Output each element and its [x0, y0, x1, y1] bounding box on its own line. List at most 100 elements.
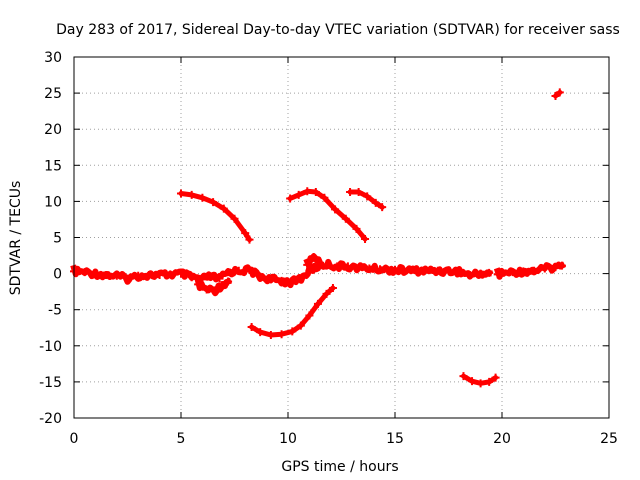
data-point [224, 268, 233, 277]
data-point [313, 299, 322, 308]
data-point [241, 229, 250, 238]
data-point [144, 271, 153, 280]
series-outlier [551, 88, 564, 100]
data-point [303, 260, 312, 269]
data-point [219, 204, 228, 213]
data-point [491, 373, 500, 382]
data-point [476, 379, 485, 388]
series-line [493, 261, 566, 280]
data-point [468, 377, 477, 386]
plot-frame [73, 56, 610, 419]
data-point [391, 265, 399, 274]
data-point [540, 264, 549, 273]
data-point [134, 271, 143, 280]
data-point [177, 269, 185, 278]
data-point [309, 252, 318, 261]
data-point [286, 194, 295, 203]
data-point [333, 262, 342, 271]
data-point [555, 88, 564, 97]
data-point [378, 203, 387, 212]
data-point [234, 266, 243, 275]
series-arc-5-8h [177, 189, 254, 244]
data-point [311, 188, 320, 197]
data-point [305, 311, 314, 320]
y-tick-label: 20 [44, 122, 62, 138]
data-point [331, 205, 340, 214]
chart-title: Day 283 of 2017, Sidereal Day-to-day VTE… [56, 22, 620, 38]
data-point [354, 188, 363, 197]
data-point [187, 273, 196, 282]
data-point [363, 192, 372, 201]
data-point [112, 271, 121, 280]
data-point [557, 261, 566, 270]
series-baseline-bump [303, 252, 325, 269]
data-point [217, 281, 226, 290]
y-axis-label: SDTVAR / TECUs [8, 181, 24, 296]
data-point [328, 284, 337, 293]
data-point [412, 266, 421, 275]
data-point [230, 214, 239, 223]
data-point [123, 274, 132, 283]
data-point [204, 272, 213, 281]
data-point [166, 270, 175, 279]
data-point [376, 265, 385, 274]
data-point [316, 258, 325, 267]
data-point [493, 270, 502, 279]
data-point [354, 263, 363, 272]
data-point [320, 193, 329, 202]
data-point [202, 285, 211, 294]
y-tick-label: 30 [44, 50, 62, 66]
data-point [215, 274, 224, 283]
data-point [245, 235, 254, 244]
data-point [551, 263, 560, 272]
y-tick-label: -15 [39, 375, 62, 391]
data-point [91, 269, 100, 278]
data-point [361, 234, 370, 243]
data-point [211, 286, 220, 295]
data-point [277, 330, 286, 339]
data-point [455, 267, 464, 276]
series-line [178, 191, 252, 243]
y-tick-label: 15 [44, 158, 62, 174]
y-tick-label: -5 [48, 303, 62, 319]
data-point [256, 272, 265, 281]
data-point [294, 190, 303, 199]
x-tick-label: 10 [279, 431, 297, 447]
x-axis-label: GPS time / hours [281, 459, 398, 475]
data-point [245, 265, 254, 274]
data-point [102, 271, 111, 280]
grid [74, 57, 609, 418]
data-point [187, 190, 196, 199]
series-line [249, 285, 336, 338]
data-point [346, 188, 355, 197]
data-point [266, 275, 275, 284]
data-point [365, 264, 374, 273]
data-point [341, 214, 350, 223]
data-point [288, 278, 297, 287]
data-point [465, 271, 474, 280]
data-point [371, 198, 380, 207]
data-point [298, 273, 307, 282]
y-tick-label: 5 [53, 231, 62, 247]
y-tick-label: 0 [53, 267, 62, 283]
data-point [476, 269, 485, 278]
data-point [508, 268, 517, 277]
data-point [80, 268, 89, 277]
series-arc-8-12h-negative [247, 284, 337, 339]
data-point [266, 330, 275, 339]
series-baseline-noise [70, 258, 494, 289]
axes: 0 5 10 15 20 25 -20 -15 -10 -5 0 5 10 15 20 25 30 [39, 50, 618, 447]
data-point [209, 198, 218, 207]
x-tick-label: 20 [493, 431, 511, 447]
data-point [296, 321, 305, 330]
data-point [224, 277, 233, 286]
series-line [347, 189, 385, 210]
data-point [322, 289, 331, 298]
series-arc-18-20h [459, 372, 500, 388]
data-point [303, 187, 312, 196]
series-baseline-low-dip [194, 277, 233, 297]
series-arc-13-14h [346, 188, 387, 212]
x-tick-label: 0 [70, 431, 79, 447]
data-point [155, 271, 164, 280]
